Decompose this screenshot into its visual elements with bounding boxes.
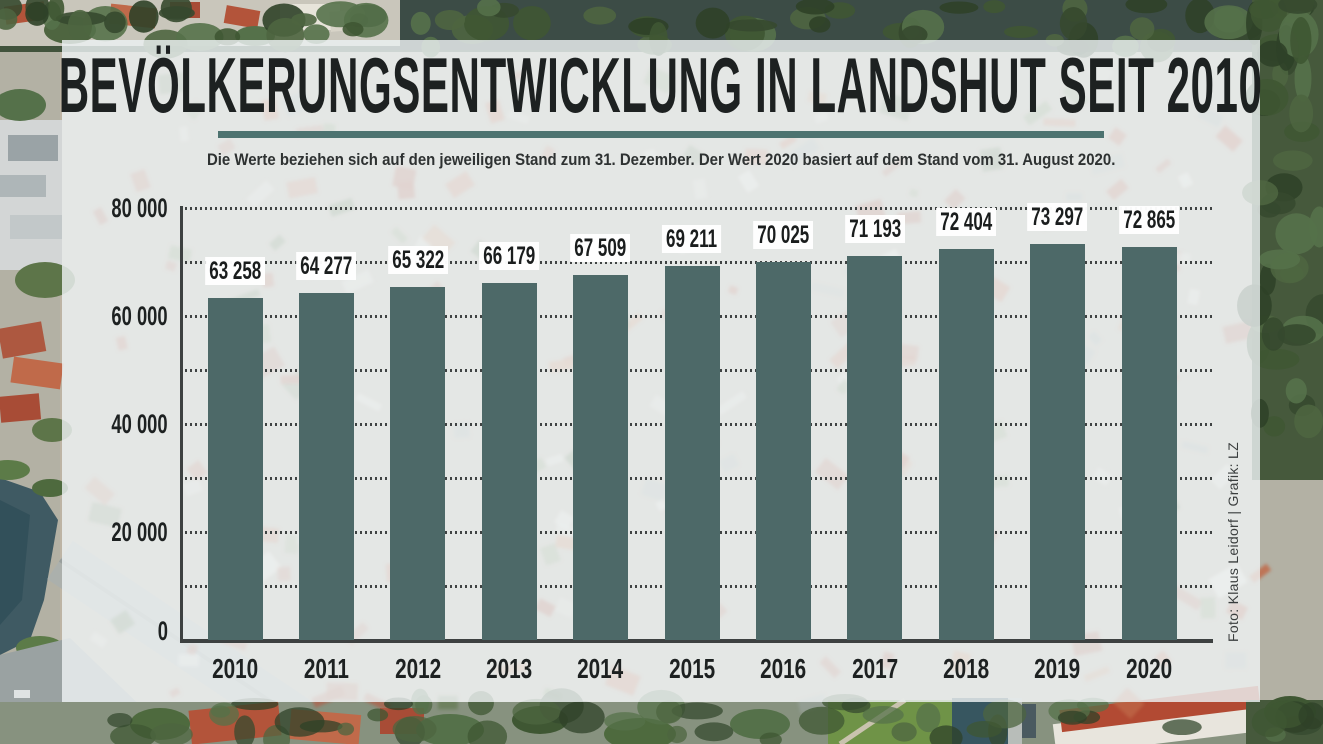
x-tick-label-2014: 2014 — [577, 653, 624, 684]
gridline-70000 — [185, 260, 1212, 264]
bar-2016 — [755, 261, 811, 640]
y-tick-label-80000: 80 000 — [111, 193, 168, 223]
y-tick-label-40000: 40 000 — [111, 409, 168, 439]
gridline-80000 — [185, 206, 1212, 210]
value-label-2018: 72 404 — [901, 208, 1031, 237]
x-tick-label-2010: 2010 — [211, 653, 259, 684]
bar-2015 — [664, 266, 720, 640]
x-tick-label-2019: 2019 — [1034, 653, 1081, 684]
value-label-2020: 72 865 — [1084, 205, 1214, 234]
x-tick-label-2011: 2011 — [303, 653, 349, 684]
page-title: BEVÖLKERUNGSENTWICKLUNG IN LANDSHUT SEIT… — [59, 41, 1263, 129]
value-label-2014: 67 509 — [536, 234, 666, 263]
y-tick-label-60000: 60 000 — [111, 301, 168, 331]
chart-subtitle: Die Werte beziehen sich auf den jeweilig… — [206, 150, 1116, 169]
y-axis-line — [180, 206, 183, 642]
bar-2011 — [298, 292, 354, 640]
value-label-2010: 63 258 — [170, 257, 300, 286]
value-label-2017: 71 193 — [810, 214, 940, 243]
title-underline-rule — [218, 131, 1104, 138]
x-tick-label-2012: 2012 — [394, 653, 441, 684]
bar-2017 — [847, 255, 903, 640]
x-tick-label-2018: 2018 — [943, 653, 990, 684]
bar-2018 — [938, 249, 994, 640]
bar-2010 — [207, 298, 263, 640]
bar-2020 — [1121, 246, 1177, 640]
x-axis-line — [180, 639, 1213, 643]
value-label-2011: 64 277 — [261, 251, 391, 280]
x-tick-label-2017: 2017 — [851, 653, 898, 684]
bar-2013 — [481, 282, 537, 640]
bar-2019 — [1030, 244, 1086, 640]
value-label-2016: 70 025 — [718, 220, 848, 249]
x-tick-label-2013: 2013 — [486, 653, 533, 684]
value-label-2015: 69 211 — [627, 225, 757, 254]
x-tick-label-2020: 2020 — [1125, 653, 1173, 684]
value-label-2019: 73 297 — [993, 203, 1123, 232]
x-tick-label-2016: 2016 — [760, 653, 807, 684]
value-label-2013: 66 179 — [444, 241, 574, 270]
bar-2012 — [390, 287, 446, 640]
y-tick-label-0: 0 — [157, 616, 168, 646]
y-tick-label-20000: 20 000 — [111, 517, 168, 547]
photo-credit: Foto: Klaus Leidorf | Grafik: LZ — [1225, 442, 1241, 642]
bar-2014 — [573, 275, 629, 640]
x-tick-label-2015: 2015 — [668, 653, 716, 684]
value-label-2012: 65 322 — [353, 246, 483, 275]
